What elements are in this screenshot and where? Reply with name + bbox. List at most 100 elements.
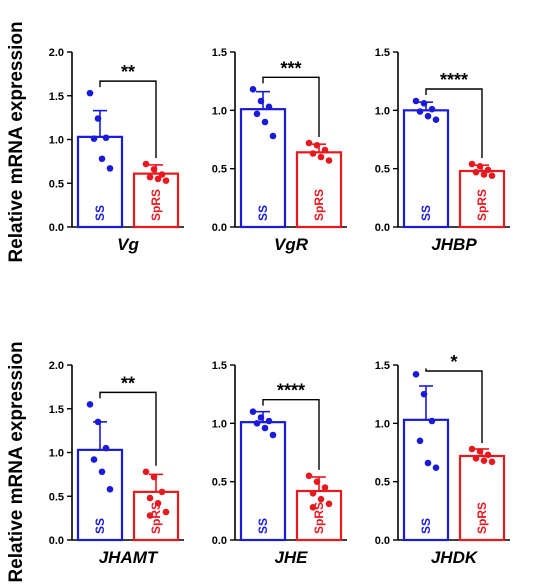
data-point-sprs bbox=[162, 508, 170, 516]
y-tick-label: 0.5 bbox=[375, 164, 390, 176]
data-point-ss bbox=[428, 417, 436, 425]
y-tick-label: 2.0 bbox=[49, 47, 64, 59]
data-point-sprs bbox=[146, 173, 154, 181]
y-tick-label: 0.0 bbox=[375, 535, 390, 547]
data-point-sprs bbox=[472, 455, 480, 462]
y-axis-label-row-2: Relative mRNA expression bbox=[6, 341, 27, 582]
data-point-sprs bbox=[154, 499, 162, 507]
data-point-sprs bbox=[480, 171, 488, 178]
data-point-sprs bbox=[325, 157, 333, 164]
gene-title: JHAMT bbox=[99, 548, 159, 567]
data-point-ss bbox=[98, 468, 106, 476]
gene-title: JHE bbox=[274, 548, 308, 567]
y-axis-label-row-1: Relative mRNA expression bbox=[6, 21, 27, 262]
significance-bracket bbox=[99, 80, 157, 158]
data-point-ss bbox=[265, 417, 273, 425]
panel-jhbp: 0.0 0.5 1.0 1.5 SS SpRS **** JHBP bbox=[375, 47, 510, 254]
bar-sprs bbox=[295, 151, 343, 229]
data-point-sprs bbox=[317, 495, 325, 503]
category-label-sprs: SpRS bbox=[475, 189, 489, 221]
data-point-sprs bbox=[480, 457, 488, 464]
panel-vg: 0.0 0.5 1.0 1.5 2.0 SS SpRS ** Vg bbox=[49, 47, 184, 254]
panel-vgr: 0.0 0.5 1.0 1.5 SS SpRS *** VgR bbox=[212, 47, 347, 254]
bar-ss bbox=[76, 448, 124, 542]
category-label-sprs: SpRS bbox=[149, 189, 163, 221]
y-tick-label: 0.0 bbox=[49, 222, 64, 234]
panel-jhe: 0.0 0.5 1.0 1.5 SS SpRS **** JHE bbox=[212, 360, 347, 567]
data-point-sprs bbox=[305, 472, 313, 480]
bar-sprs bbox=[132, 490, 180, 542]
y-tick-label: 1.5 bbox=[49, 404, 64, 416]
data-point-ss bbox=[86, 401, 94, 408]
data-point-ss bbox=[257, 414, 265, 421]
y-tick-label: 1.5 bbox=[375, 47, 390, 59]
significance-stars: *** bbox=[280, 58, 301, 78]
category-label-ss: SS bbox=[256, 205, 270, 221]
y-tick-label: 0.5 bbox=[212, 164, 227, 176]
data-point-sprs bbox=[309, 150, 317, 157]
bar-sprs bbox=[132, 172, 180, 229]
data-point-sprs bbox=[313, 142, 321, 149]
y-tick-label: 0.0 bbox=[49, 535, 64, 547]
data-point-sprs bbox=[150, 165, 158, 173]
data-point-ss bbox=[102, 134, 110, 142]
data-point-ss bbox=[94, 115, 102, 122]
data-point-ss bbox=[420, 390, 428, 398]
data-point-sprs bbox=[146, 512, 154, 519]
data-point-sprs bbox=[309, 490, 317, 497]
data-point-sprs bbox=[305, 139, 313, 147]
gene-title: VgR bbox=[274, 235, 309, 254]
bar-ss bbox=[239, 421, 287, 542]
data-point-ss bbox=[265, 103, 273, 111]
y-tick-label: 0.0 bbox=[212, 535, 227, 547]
category-label-ss: SS bbox=[419, 205, 433, 221]
significance-stars: ** bbox=[121, 373, 135, 393]
data-point-sprs bbox=[468, 160, 476, 168]
data-point-sprs bbox=[154, 175, 162, 183]
data-point-ss bbox=[106, 485, 114, 493]
panel-jhdk: 0.0 0.5 1.0 1.5 SS SpRS * JHDK bbox=[375, 352, 510, 567]
significance-stars: ** bbox=[121, 62, 135, 82]
y-tick-label: 1.5 bbox=[212, 360, 227, 372]
category-label-sprs: SpRS bbox=[149, 502, 163, 534]
y-tick-label: 0.5 bbox=[212, 477, 227, 489]
data-point-sprs bbox=[484, 166, 492, 174]
data-point-ss bbox=[249, 86, 257, 93]
data-point-ss bbox=[424, 459, 432, 467]
y-tick-label: 1.0 bbox=[375, 418, 390, 430]
category-label-ss: SS bbox=[256, 518, 270, 534]
data-point-ss bbox=[412, 97, 420, 105]
y-tick-label: 1.0 bbox=[212, 105, 227, 117]
y-tick-label: 1.5 bbox=[49, 91, 64, 103]
bar-ss bbox=[402, 109, 450, 229]
data-point-sprs bbox=[476, 163, 484, 170]
data-point-ss bbox=[253, 420, 261, 427]
data-point-sprs bbox=[321, 146, 329, 154]
significance-stars: * bbox=[450, 352, 457, 372]
data-point-ss bbox=[424, 112, 432, 120]
y-tick-label: 0.5 bbox=[49, 178, 64, 190]
data-point-sprs bbox=[309, 504, 317, 511]
y-tick-label: 0.5 bbox=[49, 491, 64, 503]
category-label-ss: SS bbox=[93, 205, 107, 221]
data-point-sprs bbox=[313, 478, 321, 485]
data-point-sprs bbox=[150, 473, 158, 481]
data-point-sprs bbox=[321, 484, 329, 491]
y-tick-label: 0.0 bbox=[375, 222, 390, 234]
y-tick-label: 0.5 bbox=[375, 477, 390, 489]
significance-bracket bbox=[425, 368, 483, 443]
y-tick-label: 1.0 bbox=[49, 448, 64, 460]
gene-title: Vg bbox=[117, 235, 139, 254]
data-point-ss bbox=[98, 155, 106, 163]
data-point-ss bbox=[416, 437, 424, 445]
category-label-ss: SS bbox=[419, 518, 433, 534]
data-point-ss bbox=[86, 89, 94, 97]
gene-title: JHDK bbox=[431, 548, 479, 567]
category-label-sprs: SpRS bbox=[312, 502, 326, 534]
significance-bracket bbox=[262, 398, 320, 470]
data-point-ss bbox=[257, 97, 265, 105]
data-point-ss bbox=[432, 116, 440, 123]
data-point-ss bbox=[90, 135, 98, 142]
data-point-ss bbox=[428, 105, 436, 113]
y-tick-label: 2.0 bbox=[49, 360, 64, 372]
